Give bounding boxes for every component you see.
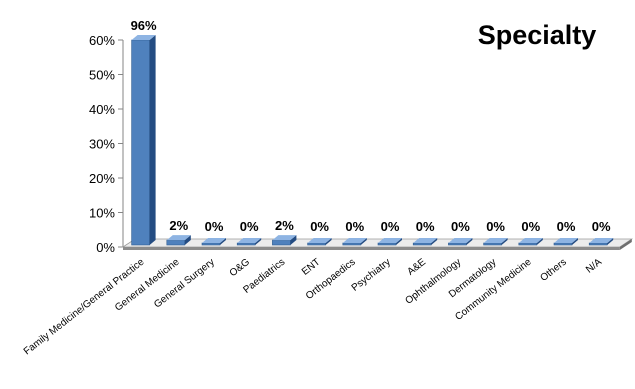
bar-top: [342, 238, 367, 243]
y-tick-label: 50%: [89, 68, 115, 83]
bar: [201, 238, 226, 246]
bar-top: [272, 235, 297, 241]
data-label: 0%: [345, 219, 364, 234]
bar-side: [572, 238, 578, 245]
bar-top: [518, 238, 543, 243]
bar-front: [553, 242, 573, 246]
category-label: General Medicine: [113, 256, 182, 313]
bar-side: [396, 238, 402, 245]
bar-side: [536, 238, 543, 245]
bar-top: [166, 235, 191, 241]
axes: 0% 10% 20% 30% 40% 50% 60%: [89, 33, 124, 255]
y-tick-label: 20%: [89, 171, 115, 186]
bar-top: [483, 238, 508, 243]
bar: [553, 238, 578, 246]
category-label: N/A: [584, 256, 604, 275]
bar-front: [166, 239, 186, 246]
bar: [131, 35, 156, 246]
bar-front: [307, 242, 326, 246]
category-label: Others: [538, 257, 568, 284]
bar-front: [272, 239, 291, 246]
bar-top: [237, 238, 262, 243]
category-label: Psychiatry: [350, 257, 393, 294]
bar-side: [149, 35, 156, 245]
data-labels: 96% 2% 0% 0% 2% 0% 0% 0% 0% 0% 0% 0% 0% 0%: [131, 18, 611, 234]
bar-side: [220, 238, 226, 245]
data-label: 0%: [416, 219, 435, 234]
data-label: 2%: [169, 218, 188, 233]
data-label: 0%: [486, 219, 505, 234]
bar-front: [448, 242, 467, 246]
category-label: General Surgery: [152, 257, 217, 311]
bar-front: [236, 242, 256, 246]
bar-side: [466, 238, 473, 245]
data-label: 0%: [381, 219, 400, 234]
data-label: 0%: [310, 219, 329, 234]
bar: [307, 238, 332, 246]
bar-side: [325, 238, 332, 245]
bar: [166, 235, 191, 246]
y-tick-label: 10%: [89, 206, 115, 221]
bar-front: [201, 242, 221, 246]
floor-side: [619, 239, 632, 250]
bar-side: [184, 235, 191, 245]
bar: [483, 238, 508, 246]
y-tick-label: 60%: [89, 33, 115, 48]
bar: [342, 238, 367, 246]
category-label: O&G: [228, 257, 252, 279]
category-labels: Family Medicine/General PracticeGeneral …: [22, 256, 604, 357]
bar-front: [342, 242, 362, 246]
y-tick-label: 40%: [89, 102, 115, 117]
y-tick-label: 0%: [96, 240, 115, 255]
bar: [412, 238, 438, 246]
bars: [131, 35, 614, 246]
bar-top: [554, 238, 578, 243]
data-label: 0%: [521, 219, 540, 234]
bar-side: [501, 238, 508, 245]
bar-top: [448, 238, 473, 243]
bar: [377, 238, 402, 246]
category-label: A&E: [406, 256, 429, 277]
bar-side: [255, 238, 262, 245]
bar-front: [377, 242, 397, 246]
bar: [448, 238, 473, 246]
bar-side: [290, 235, 297, 245]
category-label: ENT: [300, 257, 323, 278]
data-label: 0%: [451, 219, 470, 234]
bar: [588, 238, 614, 246]
bar-top: [378, 238, 402, 243]
y-tick-label: 30%: [89, 137, 115, 152]
data-label: 2%: [275, 218, 294, 233]
bar-front: [518, 242, 538, 246]
bar-side: [431, 238, 438, 245]
data-label: 0%: [240, 219, 259, 234]
bar-top: [307, 238, 332, 243]
bar-front: [483, 242, 502, 246]
chart-title: Specialty: [478, 20, 597, 50]
bar-top: [589, 238, 614, 243]
bar-top: [413, 238, 438, 243]
bar: [518, 238, 543, 246]
bar-front: [412, 242, 432, 246]
bar-front: [131, 39, 150, 246]
data-label: 0%: [592, 219, 611, 234]
data-label: 0%: [205, 219, 224, 234]
floor-front: [123, 247, 620, 250]
bar-front: [588, 242, 608, 246]
bar-side: [607, 238, 614, 245]
data-label: 96%: [131, 18, 157, 33]
data-label: 0%: [557, 219, 576, 234]
bar-side: [360, 238, 367, 245]
bar-top: [202, 238, 226, 243]
bar: [272, 235, 297, 246]
bar-top: [131, 35, 156, 40]
bar: [236, 238, 262, 246]
